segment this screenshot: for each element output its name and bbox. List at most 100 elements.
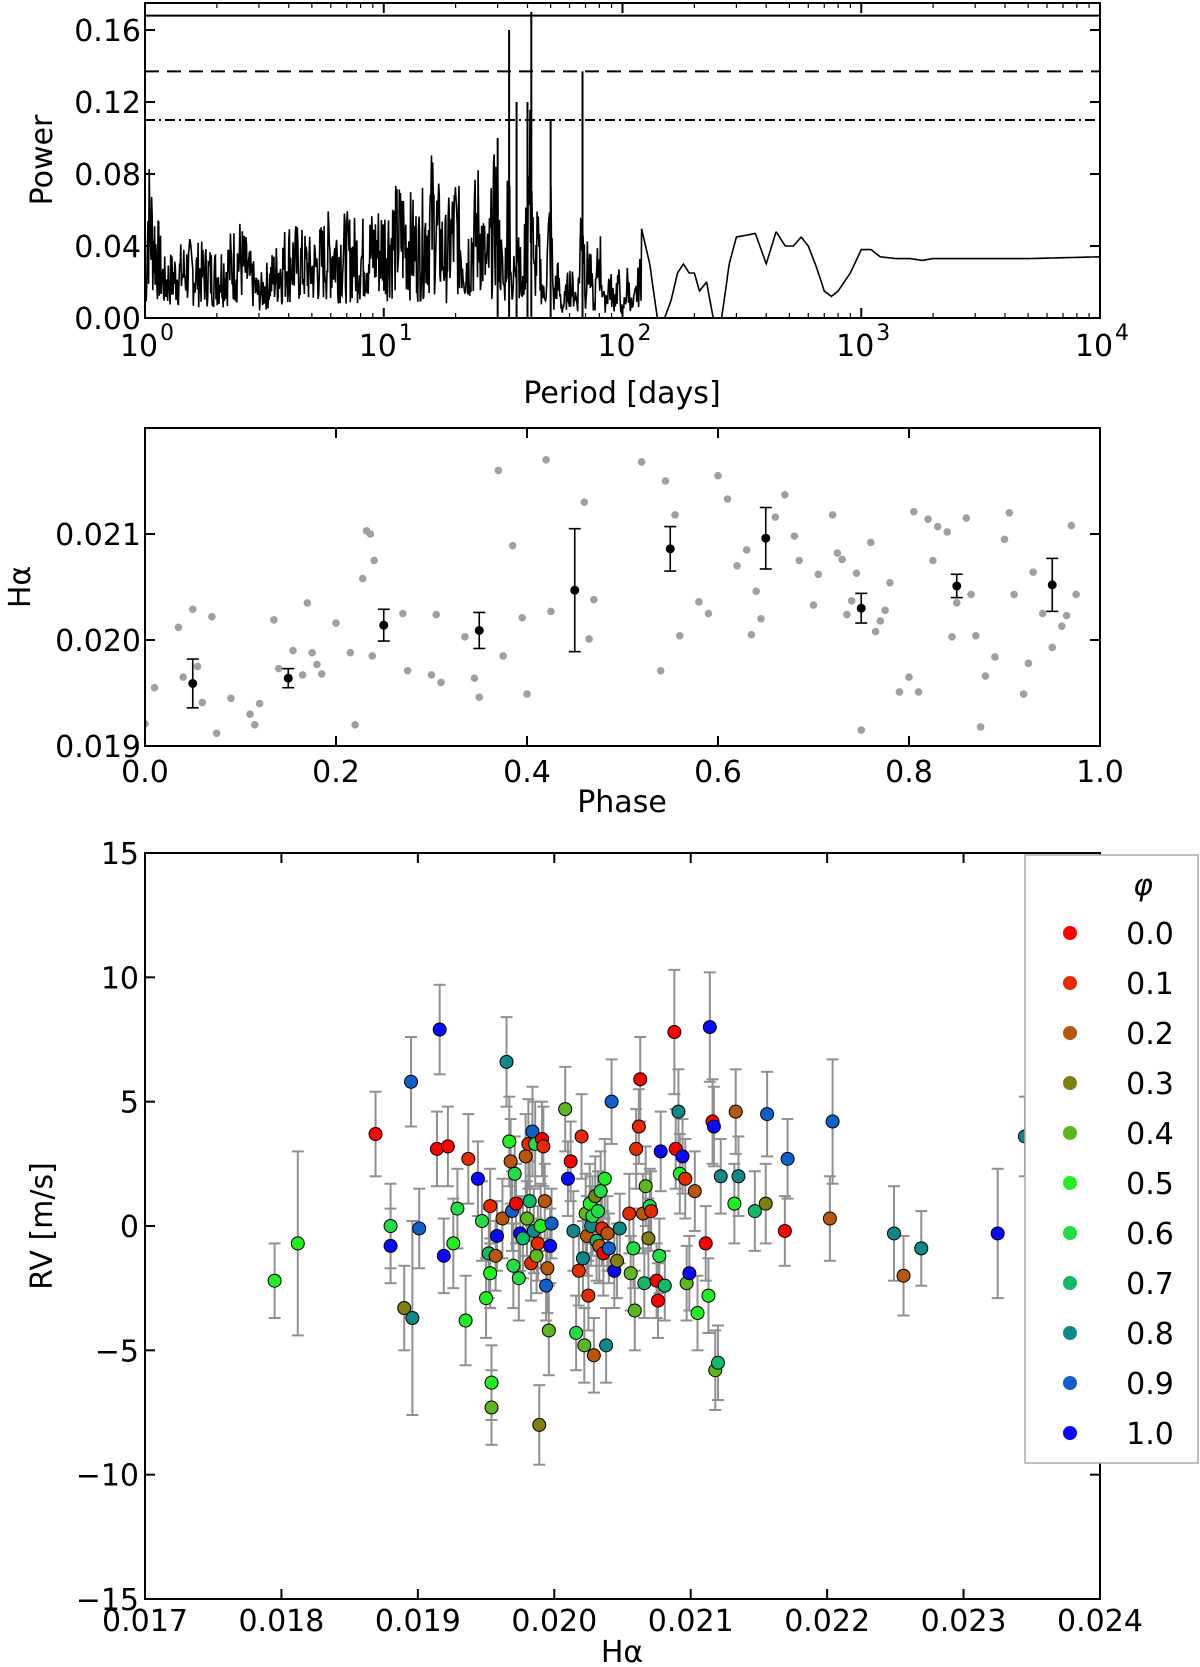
legend-title: φ: [1133, 868, 1153, 903]
legend-box: [1024, 854, 1199, 1464]
phase-raw-point: [174, 623, 183, 632]
phase-bin-point: [379, 620, 389, 630]
phase-raw-point: [714, 471, 722, 480]
rv-point: [653, 1144, 668, 1159]
phase-raw-point: [809, 601, 818, 609]
y-tick-label: 0.020: [55, 624, 141, 659]
phase-raw-point: [542, 456, 550, 464]
legend-marker: [1063, 1326, 1077, 1340]
rv-point: [597, 1171, 612, 1186]
rv-point: [760, 1107, 775, 1122]
phase-raw-point: [733, 562, 741, 570]
rv-point: [604, 1094, 619, 1109]
rv-point: [405, 1311, 420, 1326]
phase-raw-point: [676, 631, 684, 640]
rv-point: [600, 1226, 615, 1241]
rv-point: [599, 1338, 614, 1353]
y-tick-label: 0: [120, 1210, 139, 1245]
rv-point: [489, 1228, 504, 1243]
phase-raw-point: [193, 662, 202, 671]
phase-raw-point: [437, 678, 445, 687]
rv-point: [368, 1126, 383, 1141]
phase-raw-point: [346, 648, 355, 657]
x-tick-exponent: 1: [399, 321, 413, 346]
rv-point: [432, 1022, 447, 1037]
phase-raw-point: [274, 664, 283, 673]
phase-raw-point: [585, 635, 593, 643]
phase-raw-point: [317, 670, 326, 678]
rv-point: [474, 1214, 489, 1229]
phase-raw-point: [289, 646, 297, 655]
legend-label: 1.0: [1126, 1417, 1174, 1452]
rv-halpha-ticks: 0.017 0.018 0.019 0.020 0.021 0.022 0.023 0.024…: [76, 837, 1143, 1639]
rv-point: [822, 1211, 837, 1226]
rv-point: [412, 1221, 427, 1236]
phase-raw-point: [188, 605, 197, 614]
legend-marker: [1063, 1176, 1077, 1190]
rv-point: [503, 1154, 518, 1169]
phase-raw-point: [255, 699, 264, 708]
legend-marker: [1063, 1076, 1077, 1090]
y-tick-label: 0.12: [74, 86, 141, 121]
x-tick-label: 0.018: [238, 1604, 324, 1639]
rv-point: [461, 1151, 476, 1166]
rv-point: [701, 1288, 716, 1303]
periodogram-plot-area: [145, 12, 1100, 318]
periodogram-y-label: Power: [25, 114, 60, 205]
x-tick-label: 10: [1075, 329, 1113, 364]
x-tick-label: 0.6: [694, 755, 742, 790]
rv-point: [638, 1179, 653, 1194]
rv-point: [484, 1400, 499, 1415]
y-tick-label: −5: [95, 1334, 139, 1369]
phase-raw-point: [590, 595, 598, 604]
x-tick-label: 0.019: [375, 1604, 461, 1639]
rv-point: [731, 1169, 746, 1184]
phase-raw-point: [1048, 643, 1057, 652]
x-tick-label: 0.8: [885, 755, 933, 790]
phase-raw-point: [212, 729, 221, 738]
phase-frame: [144, 427, 1101, 747]
rv-point: [397, 1301, 412, 1316]
phase-raw-point: [518, 613, 527, 622]
phase-raw-point: [179, 673, 187, 681]
phase-raw-point: [943, 528, 951, 536]
phase-raw-point: [547, 607, 555, 616]
phase-raw-point: [208, 612, 216, 621]
phase-raw-point: [1072, 590, 1080, 599]
rv-point: [758, 1196, 773, 1211]
phase-raw-point: [952, 599, 961, 607]
phase-raw-point: [246, 710, 254, 718]
x-tick-label: 10: [359, 329, 397, 364]
y-tick-label: −15: [76, 1583, 139, 1618]
rv-point: [652, 1248, 667, 1263]
legend-marker: [1063, 926, 1077, 940]
phase-raw-point: [881, 606, 889, 615]
rv-point: [560, 1171, 575, 1186]
phase-raw-point: [1058, 622, 1066, 631]
legend-marker: [1063, 1126, 1077, 1140]
legend-marker: [1063, 1026, 1077, 1040]
phase-raw-point: [1062, 611, 1071, 620]
phase-raw-point: [795, 556, 803, 565]
phase-bin-point: [188, 678, 198, 688]
rv-halpha-plot-area: [267, 968, 1032, 1466]
rv-point: [566, 1223, 581, 1238]
rv-point: [436, 1248, 451, 1263]
phase-raw-point: [470, 674, 479, 682]
x-tick-label: 0.0: [121, 755, 169, 790]
rv-point: [558, 1102, 573, 1117]
phase-plot-area: [145, 456, 1080, 738]
rv-point: [483, 1266, 498, 1281]
rv-point: [780, 1151, 795, 1166]
rv-point: [575, 1251, 590, 1266]
y-tick-label: 0.16: [74, 14, 141, 49]
phase-raw-point: [1019, 690, 1028, 698]
phase-ticks: 0.0 0.2 0.4 0.6 0.8 1.0 0.019 0.020 0.021: [55, 428, 1124, 790]
phase-raw-point: [1024, 659, 1033, 668]
x-tick-label: 0.2: [312, 755, 360, 790]
phase-raw-point: [852, 569, 861, 578]
phase-raw-point: [370, 556, 379, 565]
rv-point: [713, 1169, 728, 1184]
rv-point: [529, 1248, 544, 1263]
